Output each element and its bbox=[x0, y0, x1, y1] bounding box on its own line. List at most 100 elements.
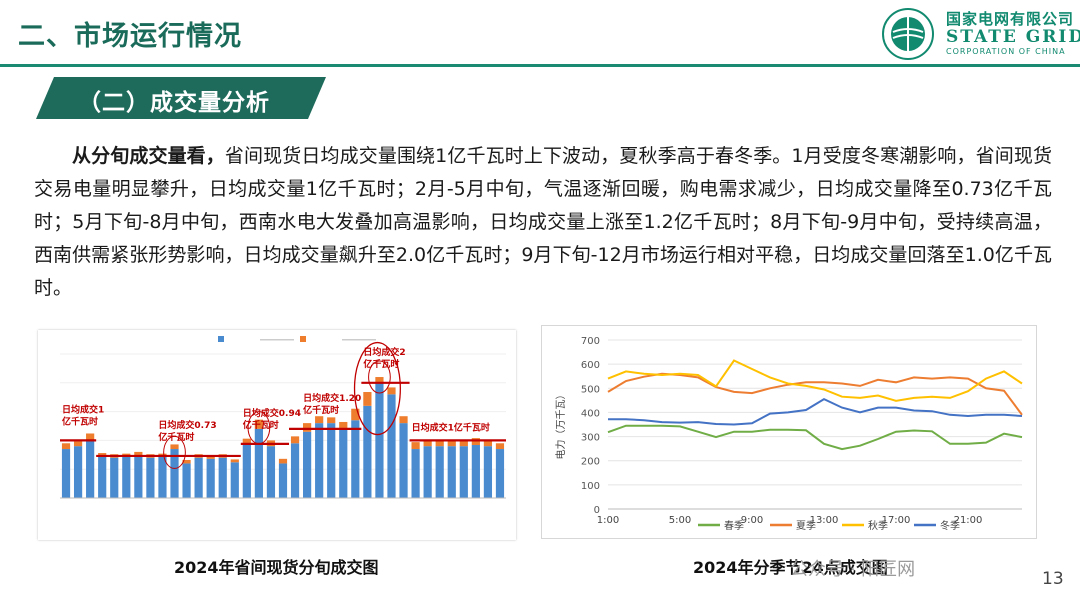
legend-label: 秋季 bbox=[868, 519, 888, 532]
bar-base bbox=[290, 443, 300, 498]
bar-top bbox=[170, 444, 179, 450]
annotation-label-2: 亿千瓦时 bbox=[363, 358, 399, 370]
y-tick-label: 400 bbox=[581, 408, 600, 419]
x-tick-label: 5:00 bbox=[669, 515, 691, 526]
bar-top bbox=[399, 416, 408, 424]
page-title: 二、市场运行情况 bbox=[18, 21, 242, 52]
chart1-caption: 2024年省间现货分旬成交图 bbox=[174, 558, 379, 577]
bar-base bbox=[146, 457, 155, 498]
highlight-ellipse bbox=[353, 341, 401, 436]
y-axis-label: 电力（万千瓦） bbox=[554, 390, 567, 460]
bar-top bbox=[290, 436, 300, 444]
legend-text-mark bbox=[342, 339, 376, 341]
logo-subtitle: CORPORATION OF CHINA bbox=[946, 47, 1066, 56]
y-tick-label: 700 bbox=[581, 336, 600, 347]
analysis-paragraph: 从分旬成交量看，省间现货日均成交量围绕1亿千瓦时上下波动，夏秋季高于春冬季。1月… bbox=[34, 140, 1052, 305]
y-tick-label: 100 bbox=[581, 481, 600, 492]
annotation-label-2: 亿千瓦时 bbox=[62, 415, 98, 427]
bar-base bbox=[459, 446, 468, 498]
legend-label: 冬季 bbox=[940, 519, 960, 532]
legend-label: 春季 bbox=[724, 520, 744, 532]
bar-base bbox=[399, 423, 408, 498]
bar-top bbox=[495, 443, 505, 450]
chart-hourly-season: 0 100 200 300 400 500 600 700 电力（万千瓦） 1:00 5:00 9:0… bbox=[554, 336, 1023, 532]
bar-base bbox=[194, 457, 203, 498]
section-banner bbox=[36, 77, 326, 119]
bar-top bbox=[86, 433, 95, 441]
x-tick-label: 1:00 bbox=[597, 515, 619, 526]
bar-base bbox=[351, 420, 360, 498]
bar-base bbox=[206, 458, 215, 498]
series-line bbox=[608, 397, 1023, 426]
logo-english-name: STATE GRID bbox=[946, 27, 1080, 47]
page-number: 13 bbox=[1042, 569, 1064, 589]
state-grid-logo bbox=[882, 8, 934, 60]
chart-hourly-season-frame: 0 100 200 300 400 500 600 700 电力（万千瓦） 1:00 5:00 9:0… bbox=[541, 325, 1037, 539]
bar-base bbox=[230, 462, 239, 498]
bar-base bbox=[98, 456, 107, 498]
bar-base bbox=[73, 446, 83, 498]
chart-dekad-volume: 日均成交1亿千瓦时 日均成交0.73亿千瓦时日均成交0.94亿千瓦时日均成交1.2… bbox=[60, 336, 506, 499]
bar-top bbox=[351, 408, 360, 421]
series-line bbox=[607, 424, 1023, 451]
section-title: （二）成交量分析 bbox=[78, 90, 270, 116]
bar-base bbox=[61, 449, 71, 498]
paragraph-body: 省间现货日均成交量围绕1亿千瓦时上下波动，夏秋季高于春冬季。1月受度冬寒潮影响，… bbox=[34, 145, 1052, 299]
highlight-ellipse bbox=[247, 411, 271, 445]
bar-top bbox=[182, 459, 191, 464]
bar-top bbox=[134, 451, 143, 456]
bar-base bbox=[158, 456, 167, 498]
y-tick-label: 600 bbox=[581, 360, 600, 371]
bar-base bbox=[471, 445, 480, 498]
x-tick-label: 21:00 bbox=[954, 515, 983, 526]
bar-top bbox=[230, 459, 239, 463]
x-tick-label: 17:00 bbox=[882, 515, 911, 526]
chart-dekad-volume-frame: 日均成交1 亿千瓦时 日均成交0.73 亿千瓦时 日均成交0.94 亿千瓦时 日均成交1.2… bbox=[38, 330, 516, 540]
annotation-label: 日均成交1 bbox=[62, 403, 104, 415]
bar-base bbox=[182, 463, 191, 498]
bar-top bbox=[339, 421, 348, 429]
annotation-label: 日均成交2 bbox=[363, 346, 405, 358]
bar-base bbox=[170, 449, 179, 498]
bar-top bbox=[363, 392, 372, 406]
bar-base bbox=[218, 457, 227, 498]
bar-base bbox=[375, 382, 384, 498]
watermark: 公众号 · 阳匠网 bbox=[790, 559, 916, 580]
bar-base bbox=[339, 428, 348, 498]
highlight-ellipse bbox=[163, 435, 186, 469]
bar-base bbox=[254, 428, 263, 498]
bar-base bbox=[483, 446, 493, 498]
bar-base bbox=[327, 423, 336, 498]
bar-top bbox=[303, 423, 312, 432]
bar-base bbox=[495, 449, 505, 498]
annotation-label: 日均成交0.94 bbox=[243, 407, 301, 419]
bar-top bbox=[61, 443, 71, 450]
bar-base bbox=[411, 449, 420, 498]
bar-top bbox=[375, 377, 384, 383]
bar-top bbox=[447, 440, 456, 447]
header-divider bbox=[0, 64, 1080, 67]
x-tick-label: 13:00 bbox=[810, 515, 839, 526]
bar-base bbox=[315, 423, 324, 498]
bar-base bbox=[447, 446, 456, 498]
bar-top bbox=[483, 440, 493, 447]
bar-base bbox=[363, 405, 372, 498]
annotation-label: 日均成交0.73 bbox=[158, 419, 216, 431]
bar-top bbox=[278, 458, 288, 464]
bar-base bbox=[423, 446, 432, 498]
bar-base bbox=[266, 446, 276, 498]
annotation-label: 日均成交1亿千瓦时 bbox=[412, 421, 490, 433]
paragraph-lead: 从分旬成交量看， bbox=[72, 145, 225, 167]
legend-swatch bbox=[300, 336, 306, 342]
bar-base bbox=[278, 463, 288, 498]
bar-top bbox=[242, 438, 251, 444]
bar-top bbox=[327, 417, 336, 424]
x-tick-label: 9:00 bbox=[741, 515, 763, 526]
bar-top bbox=[206, 455, 215, 459]
bar-base bbox=[303, 431, 312, 498]
bar-base bbox=[435, 446, 444, 498]
y-tick-label: 200 bbox=[581, 457, 600, 468]
y-tick-label: 300 bbox=[581, 433, 600, 444]
bar-top bbox=[423, 440, 432, 447]
series-line bbox=[607, 359, 1023, 402]
